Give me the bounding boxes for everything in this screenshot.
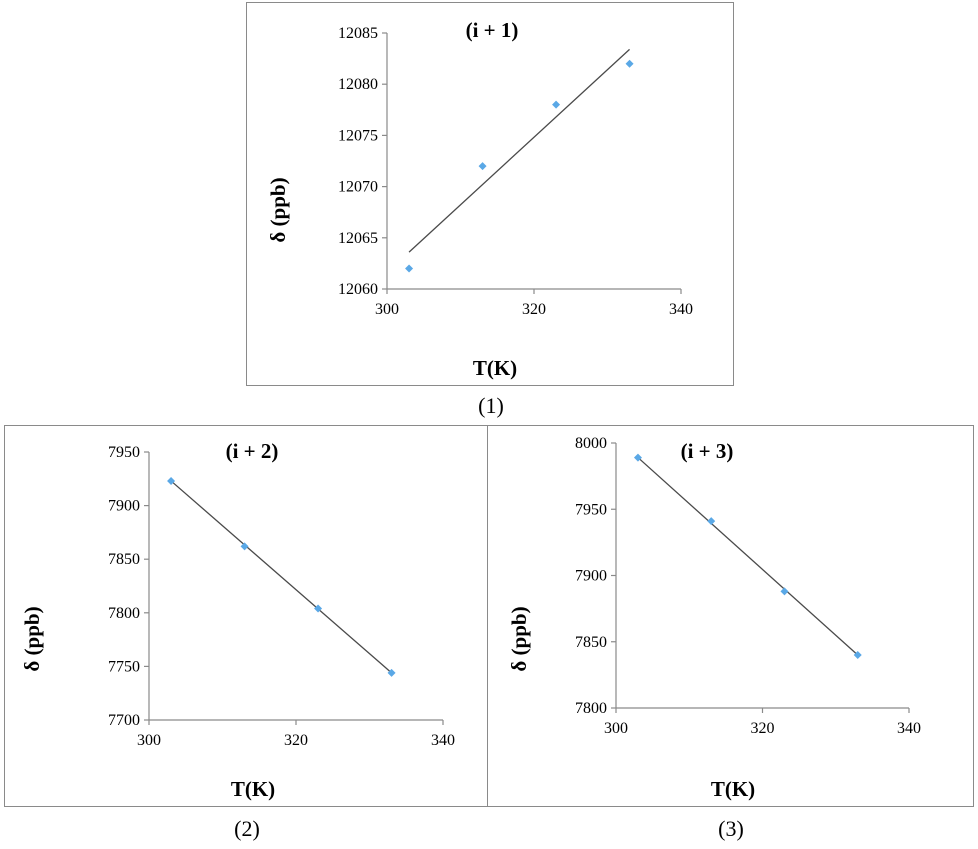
chart-3-y-tick-label: 7900 [575, 568, 607, 585]
chart-2-title: (i + 2) [226, 439, 279, 463]
chart-3-y-tick-label: 7850 [575, 634, 607, 651]
chart-1-title: (i + 1) [466, 18, 519, 42]
chart-1-xlabel: T(K) [473, 356, 517, 380]
chart-3-data-point [853, 651, 862, 659]
chart-2-x-tick-label: 320 [284, 732, 308, 749]
chart-3-x-tick-label: 300 [604, 720, 628, 737]
chart-3-svg: (i + 3) δ (ppb) T(K) 7800 7850 7900 7950 800… [507, 435, 921, 801]
chart-2-data-point [240, 542, 249, 551]
chart-1-y-tick-label: 12065 [338, 230, 378, 247]
chart-2-x-tick-label: 340 [431, 732, 455, 749]
chart-3-ylabel: δ (ppb) [507, 606, 531, 671]
chart-2-y-tick-label: 7950 [108, 444, 140, 461]
chart-1-data-point [478, 162, 487, 171]
chart-2-y-tick-label: 7800 [108, 605, 140, 622]
chart-3-x-tick-label: 320 [751, 720, 775, 737]
chart-3-data-point [707, 517, 716, 526]
chart-1-x-tick-label: 300 [375, 301, 399, 318]
chart-3-title: (i + 3) [681, 439, 734, 463]
chart-3-trendline [637, 457, 859, 656]
chart-3-data-point [780, 587, 789, 596]
chart-1-y-tick-label: 12060 [338, 281, 378, 298]
chart-1-plot-area: 12060 12065 12070 12075 12080 12085 300 320 340 [338, 25, 693, 318]
chart-3-data-point [633, 453, 642, 462]
chart-2-xlabel: T(K) [231, 777, 275, 801]
chart-panel-3: (i + 3) δ (ppb) T(K) 7800 7850 7900 7950 800… [487, 425, 974, 807]
chart-1-svg: (i + 1) δ (ppb) T(K) 12060 12065 12070 1207… [266, 18, 693, 380]
chart-1-data-point [405, 264, 414, 273]
chart-2-y-tick-label: 7900 [108, 498, 140, 515]
chart-1-y-tick-label: 12080 [338, 76, 378, 93]
chart-1-x-tick-label: 320 [522, 301, 546, 318]
chart-2-y-tick-label: 7750 [108, 658, 140, 675]
chart-1-y-tick-label: 12070 [338, 179, 378, 196]
chart-1-x-tick-label: 340 [669, 301, 693, 318]
chart-2-trendline [170, 480, 392, 674]
chart-3-y-tick-label: 7950 [575, 501, 607, 518]
chart-2-plot-area: 7700 7750 7800 7850 7900 7950 300 320 340 [108, 444, 455, 749]
chart-3-y-tick-label: 7800 [575, 700, 607, 717]
chart-1-data-point [552, 100, 561, 109]
chart-2-data-point [167, 476, 176, 485]
chart-3-x-tick-label: 340 [897, 720, 921, 737]
chart-2-ylabel: δ (ppb) [20, 606, 44, 671]
chart-1-trendline [408, 48, 630, 253]
chart-2-x-tick-label: 300 [137, 732, 161, 749]
chart-2-data-point [387, 668, 396, 677]
caption-3: (3) [718, 816, 744, 841]
chart-2-y-tick-label: 7850 [108, 551, 140, 568]
chart-2-y-tick-label: 7700 [108, 712, 140, 729]
chart-3-plot-area: 7800 7850 7900 7950 8000 300 320 340 [575, 435, 921, 737]
caption-1: (1) [478, 393, 504, 418]
caption-2: (2) [234, 816, 260, 841]
chart-1-ylabel: δ (ppb) [266, 177, 290, 242]
chart-1-data-point [625, 59, 634, 68]
chart-3-xlabel: T(K) [711, 777, 755, 801]
chart-1-y-tick-label: 12085 [338, 25, 378, 42]
chart-3-y-tick-label: 8000 [575, 435, 607, 452]
chart-panel-1: (i + 1) δ (ppb) T(K) 12060 12065 12070 1207… [246, 2, 734, 386]
chart-1-y-tick-label: 12075 [338, 127, 378, 144]
chart-2-svg: (i + 2) δ (ppb) T(K) 7700 7750 7800 7850 790… [20, 439, 455, 801]
chart-panel-2: (i + 2) δ (ppb) T(K) 7700 7750 7800 7850 790… [4, 425, 489, 807]
chart-2-data-point [314, 604, 323, 613]
